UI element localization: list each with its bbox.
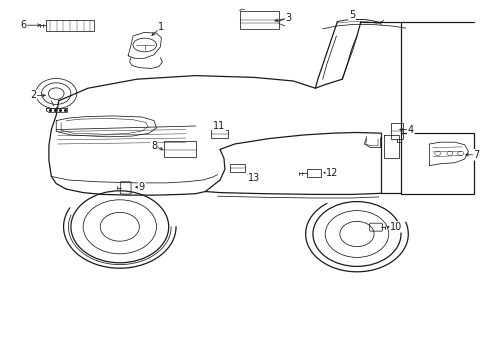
Text: 4: 4	[407, 125, 413, 135]
Text: 2: 2	[30, 90, 36, 100]
Text: 13: 13	[247, 173, 260, 183]
Text: 8: 8	[151, 141, 157, 151]
Text: 5: 5	[348, 10, 354, 20]
Text: 10: 10	[389, 222, 402, 232]
Text: 9: 9	[139, 182, 144, 192]
Text: 3: 3	[285, 13, 291, 23]
Text: 7: 7	[473, 150, 479, 160]
Text: 11: 11	[212, 121, 225, 131]
Text: 6: 6	[20, 20, 26, 30]
Text: 1: 1	[158, 22, 164, 32]
Text: 12: 12	[325, 168, 338, 178]
